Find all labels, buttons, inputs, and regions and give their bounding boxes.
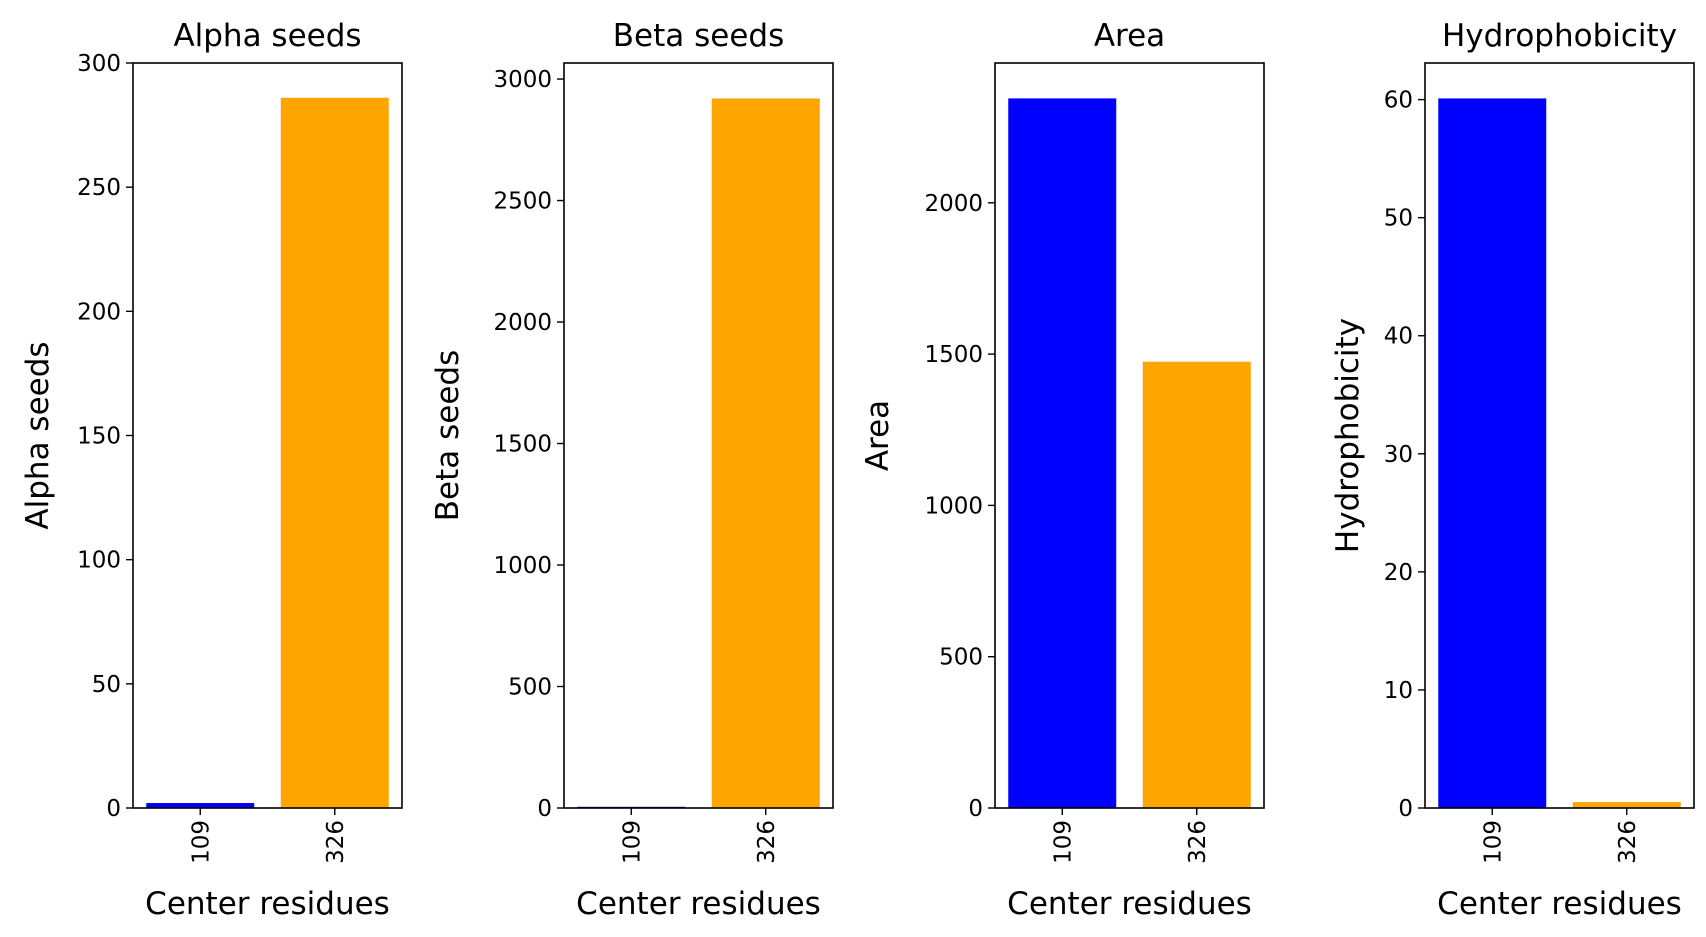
bar-326 (280, 97, 389, 808)
x-tick-label: 326 (1615, 820, 1641, 864)
x-tick-label: 326 (1185, 820, 1211, 864)
y-tick-label: 2500 (493, 189, 552, 215)
x-tick-label: 109 (188, 820, 214, 864)
y-tick-label: 50 (1384, 206, 1413, 232)
y-tick-label: 100 (77, 548, 121, 574)
y-tick-label: 250 (77, 175, 121, 201)
y-tick-label: 3000 (493, 67, 552, 93)
y-axis-label: Beta seeds (430, 350, 466, 521)
y-tick-label: 1500 (924, 342, 983, 368)
y-tick-label: 50 (92, 672, 121, 698)
chart-title: Alpha seeds (173, 18, 361, 54)
x-tick-label: 326 (323, 820, 349, 864)
chart-panel-4: 0 10 20 30 40 50 60 109 326 Hydrophobicity Center … (1330, 18, 1695, 922)
x-tick-label: 326 (754, 820, 780, 864)
chart-panel-3: 0 500 1000 1500 2000 109 326 Area Center residue… (860, 18, 1265, 922)
chart-title: Hydrophobicity (1442, 18, 1677, 54)
y-tick-label: 500 (508, 675, 552, 701)
x-tick-label: 109 (1480, 820, 1506, 864)
chart-panel-1: 0 50 100 150 200 250 300 109 326 Alpha seeds Cente… (20, 18, 403, 922)
x-tick-label: 109 (1050, 820, 1076, 864)
x-axis-label: Center residues (1007, 886, 1252, 922)
y-tick-label: 1000 (924, 493, 983, 519)
y-tick-label: 30 (1384, 442, 1413, 468)
x-axis-label: Center residues (576, 886, 821, 922)
y-tick-label: 20 (1384, 560, 1413, 586)
y-tick-label: 300 (77, 51, 121, 77)
x-axis-label: Center residues (1437, 886, 1682, 922)
bar-109 (1438, 98, 1547, 809)
y-tick-label: 2000 (493, 310, 552, 336)
axes-frame (994, 62, 1265, 809)
y-tick-label: 0 (1398, 796, 1413, 822)
y-tick-label: 2000 (924, 191, 983, 217)
chart-panel-2: 0 500 1000 1500 2000 2500 3000 109 326 Beta seeds… (430, 18, 834, 922)
axes-frame (563, 62, 834, 809)
bar-326 (1142, 361, 1251, 808)
bar-326 (711, 98, 820, 809)
y-tick-label: 150 (77, 424, 121, 450)
bar-326 (1572, 802, 1681, 808)
y-tick-label: 0 (537, 796, 552, 822)
y-tick-label: 1500 (493, 432, 552, 458)
bar-109 (146, 803, 255, 808)
y-tick-label: 0 (106, 796, 121, 822)
y-tick-label: 0 (968, 796, 983, 822)
y-tick-label: 200 (77, 299, 121, 325)
bar-109 (1008, 98, 1117, 808)
y-tick-label: 1000 (493, 553, 552, 579)
x-axis-label: Center residues (145, 886, 390, 922)
y-axis-label: Hydrophobicity (1330, 318, 1366, 553)
axes-frame (1424, 62, 1695, 809)
y-tick-label: 40 (1384, 324, 1413, 350)
y-axis-label: Alpha seeds (20, 341, 56, 529)
y-tick-label: 60 (1384, 88, 1413, 114)
y-tick-label: 10 (1384, 678, 1413, 704)
y-tick-label: 500 (939, 645, 983, 671)
y-axis-label: Area (860, 400, 896, 471)
chart-title: Beta seeds (613, 18, 784, 54)
chart-title: Area (1094, 18, 1165, 54)
x-tick-label: 109 (619, 820, 645, 864)
